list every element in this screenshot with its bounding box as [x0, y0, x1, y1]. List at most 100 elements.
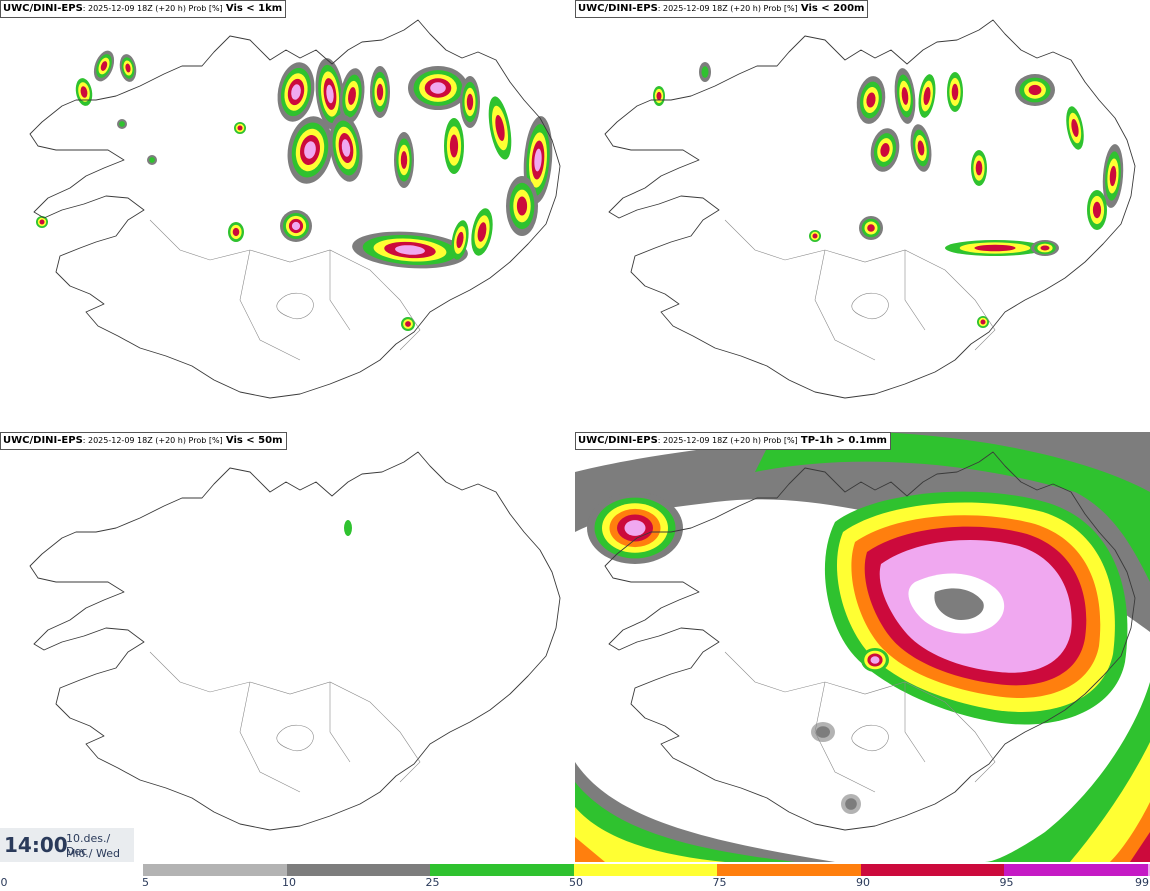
probability-area — [456, 231, 464, 249]
precip-area — [934, 588, 984, 620]
probability-area — [1092, 201, 1102, 219]
probability-area — [656, 91, 662, 101]
precip-area — [575, 837, 605, 862]
probability-area — [866, 92, 876, 108]
colorbar-segment — [717, 864, 862, 876]
probability-area — [348, 87, 356, 105]
panel-title: UWC/DINI-EPS: 2025-12-09 18Z (+20 h) Pro… — [575, 432, 891, 450]
region-boundaries — [149, 651, 421, 793]
probability-colorbar: 0 5 10 25 50 75 90 95 99 — [0, 862, 1150, 891]
model-name: UWC/DINI-EPS — [3, 3, 83, 14]
panel-title: UWC/DINI-EPS: 2025-12-09 18Z (+20 h) Pro… — [0, 0, 287, 18]
probability-area — [974, 244, 1016, 252]
probability-area — [867, 224, 875, 232]
probability-area — [80, 86, 88, 98]
iceland-map-vis-1km — [29, 19, 561, 399]
run-info: : 2025-12-09 18Z (+20 h) Prob [%] — [657, 436, 798, 445]
probability-area — [870, 656, 880, 664]
probability-area — [901, 87, 909, 105]
panel-title: UWC/DINI-EPS: 2025-12-09 18Z (+20 h) Pro… — [0, 432, 287, 450]
glacier-outline — [851, 724, 889, 752]
probability-area — [495, 114, 505, 142]
probability-area — [430, 82, 446, 94]
probability-area — [1071, 119, 1079, 137]
colorbar-tick-label: 25 — [425, 876, 440, 889]
coastline — [604, 19, 1136, 399]
colorbar-tick-label: 0 — [0, 876, 8, 889]
probability-area — [951, 83, 959, 101]
colorbar-segment — [286, 864, 431, 876]
colorbar-segment — [573, 864, 718, 876]
probability-area — [39, 219, 45, 225]
probability-area — [237, 125, 243, 131]
parameter-name: Vis < 1km — [225, 3, 283, 14]
precip-area — [1130, 832, 1150, 862]
probability-area — [812, 233, 818, 239]
model-name: UWC/DINI-EPS — [578, 3, 658, 14]
probability-area — [400, 151, 408, 169]
probability-area — [125, 63, 131, 73]
valid-weekday: Mið./ Wed — [66, 847, 120, 860]
run-info: : 2025-12-09 18Z (+20 h) Prob [%] — [82, 436, 223, 445]
region-boundaries — [149, 219, 421, 361]
probability-area — [1040, 245, 1050, 251]
glacier-outline — [276, 724, 314, 752]
precip-area — [755, 432, 1150, 582]
colorbar-segment — [1147, 864, 1150, 876]
iceland-map-precip — [575, 432, 1150, 862]
map-panel-vis-1km: UWC/DINI-EPS: 2025-12-09 18Z (+20 h) Pro… — [0, 0, 575, 430]
colorbar-segment — [860, 864, 1005, 876]
probability-area — [119, 121, 125, 127]
probability-area — [232, 227, 240, 237]
probability-area — [405, 321, 411, 327]
colorbar-tick-label: 75 — [712, 876, 727, 889]
run-info: : 2025-12-09 18Z (+20 h) Prob [%] — [82, 4, 223, 13]
probability-area — [100, 61, 108, 71]
probability-area — [1028, 84, 1042, 96]
probability-area — [291, 84, 301, 100]
probability-area — [701, 66, 709, 78]
colorbar-tick-label: 10 — [282, 876, 296, 889]
panel-title: UWC/DINI-EPS: 2025-12-09 18Z (+20 h) Pro… — [575, 0, 869, 18]
glacier-outline — [851, 292, 889, 320]
glacier-outline — [276, 292, 314, 320]
probability-area — [845, 798, 857, 810]
colorbar-segment — [430, 864, 575, 876]
precip-area — [575, 432, 1150, 632]
probability-area — [624, 520, 646, 536]
precip-area — [1070, 742, 1150, 862]
probability-area — [516, 196, 528, 216]
map-panel-precip: UWC/DINI-EPS: 2025-12-09 18Z (+20 h) Pro… — [575, 432, 1150, 862]
iceland-map-vis-200m — [604, 19, 1136, 399]
probability-area — [917, 140, 925, 156]
parameter-name: Vis < 200m — [800, 3, 865, 14]
probability-area — [341, 139, 351, 157]
coastline — [604, 451, 1136, 831]
run-info: : 2025-12-09 18Z (+20 h) Prob [%] — [657, 4, 798, 13]
colorbar-tick-label: 50 — [569, 876, 583, 889]
colorbar-tick-label: 95 — [999, 876, 1014, 889]
region-boundaries — [724, 219, 996, 361]
iceland-map-vis-50m — [29, 451, 561, 831]
precip-area — [575, 807, 725, 862]
probability-area — [449, 134, 459, 158]
probability-area — [344, 520, 352, 536]
probability-area — [1109, 165, 1117, 187]
colorbar-segment — [143, 864, 288, 876]
region-boundaries — [724, 651, 996, 793]
model-name: UWC/DINI-EPS — [3, 435, 83, 446]
precip-area — [575, 782, 795, 862]
valid-date: 10.des./ Dec — [66, 832, 111, 858]
model-name: UWC/DINI-EPS — [578, 435, 658, 446]
colorbar-tick-label: 5 — [142, 876, 149, 889]
valid-time-box: 14:00 10.des./ Dec Mið./ Wed — [0, 828, 134, 862]
colorbar-segment — [1004, 864, 1149, 876]
parameter-name: Vis < 50m — [225, 435, 283, 446]
probability-area — [980, 319, 986, 325]
probability-area — [304, 141, 316, 159]
colorbar-tick-label: 99 — [1135, 876, 1149, 889]
probability-area — [149, 157, 155, 163]
coastline — [29, 451, 561, 831]
probability-area — [376, 83, 384, 101]
probability-area — [477, 222, 487, 242]
